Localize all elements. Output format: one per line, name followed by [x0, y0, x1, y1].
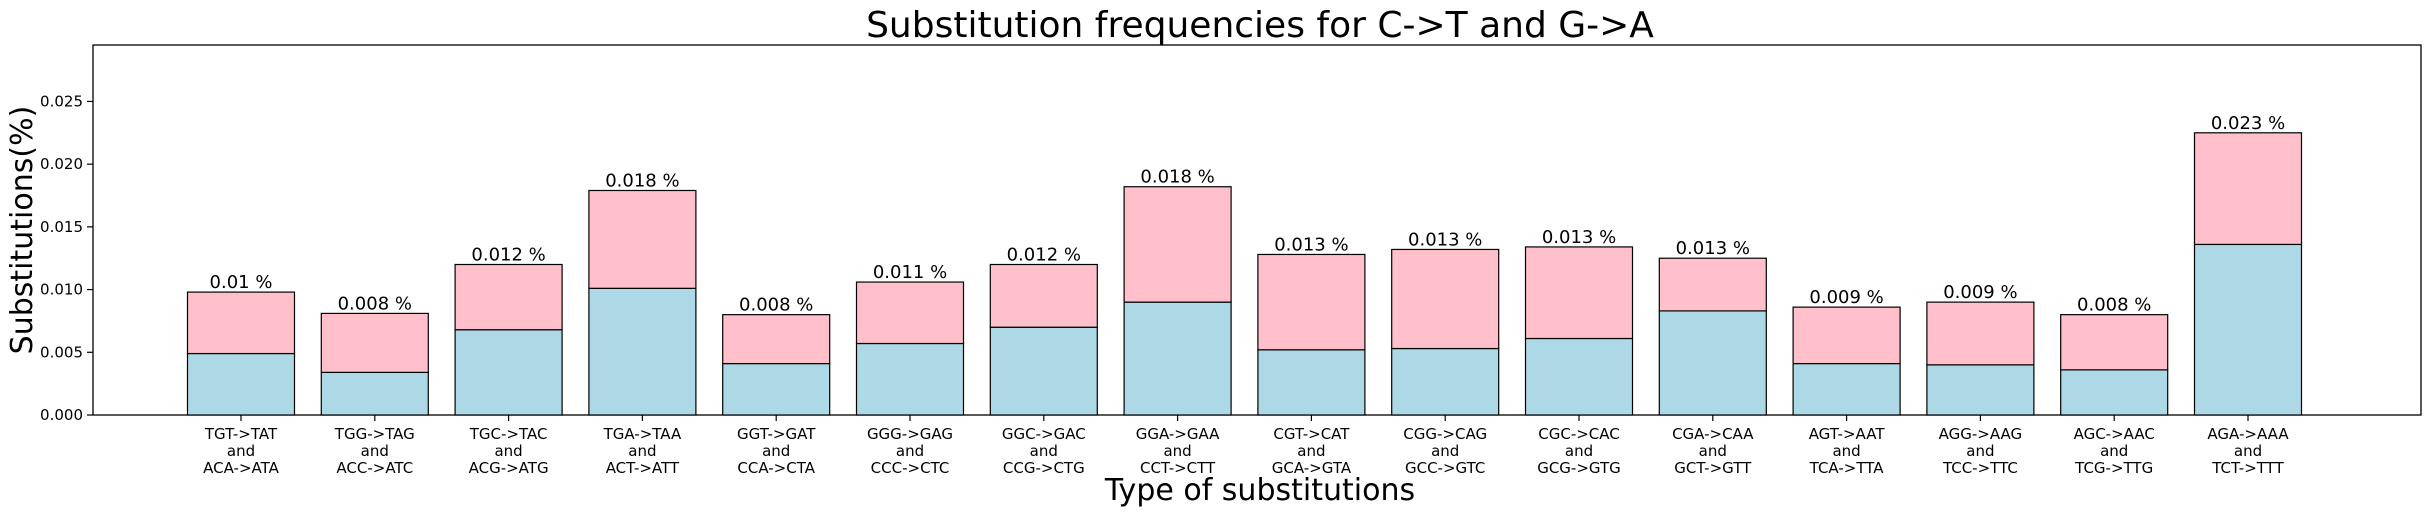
bar-top [588, 189, 697, 289]
bar-top [1391, 248, 1500, 350]
x-tick-label: CGA->CAA and GCT->GTT [1672, 425, 1754, 477]
bar-value-label: 0.008 % [739, 295, 813, 316]
bar-bottom [454, 329, 563, 416]
bar-bottom [1391, 347, 1500, 416]
bar-top [989, 263, 1098, 328]
x-tick-label: TGT->TAT and ACA->ATA [203, 425, 279, 477]
bar-value-label: 0.01 % [210, 272, 273, 293]
bar-top [1792, 306, 1901, 365]
x-tick-label: TGC->TAC and ACG->ATG [469, 425, 549, 477]
bar-bottom [1524, 337, 1634, 416]
y-axis-label: Substitutions(%) [5, 106, 40, 355]
bar-top [2193, 132, 2303, 246]
bar-top [1658, 257, 1767, 312]
bar-top [855, 281, 965, 345]
bar-top [2060, 314, 2169, 371]
bar-bottom [1257, 349, 1366, 416]
x-tick-label: AGA->AAA and TCT->TTT [2207, 425, 2289, 477]
bar-bottom [855, 342, 965, 416]
bar-top [722, 314, 831, 365]
bar-value-label: 0.012 % [1007, 244, 1081, 265]
y-tick-label: 0.015 [40, 218, 83, 236]
bar-value-label: 0.009 % [1809, 287, 1883, 308]
bar-top [320, 312, 429, 373]
y-tick-label: 0.000 [40, 406, 83, 424]
x-tick-label: GGA->GAA and CCT->CTT [1136, 425, 1220, 477]
x-tick-label: CGT->CAT and GCA->GTA [1272, 425, 1352, 477]
bar-bottom [186, 352, 296, 416]
x-tick-label: GGG->GAG and CCC->CTC [867, 425, 953, 477]
bar-labels-layer: 0.01 % 0.008 % 0.012 % 0.018 % 0.008 % 0.011 … [210, 113, 2286, 316]
bar-value-label: 0.009 % [1943, 282, 2017, 303]
bar-top [1257, 253, 1366, 351]
bar-bottom [1658, 310, 1767, 416]
bar-top [1524, 246, 1634, 340]
x-axis: TGT->TAT and ACA->ATA TGG->TAG and ACC->ATC TG… [203, 415, 2289, 477]
x-tick-label: TGA->TAA and ACT->ATT [603, 425, 682, 477]
bar-bottom [320, 371, 429, 416]
bar-bottom [2193, 243, 2303, 416]
x-tick-label: AGT->AAT and TCA->TTA [1809, 425, 1886, 477]
x-tick-label: CGC->CAC and GCG->GTG [1537, 425, 1621, 477]
bar-value-label: 0.013 % [1408, 229, 1482, 250]
x-tick-label: TGG->TAG and ACC->ATC [334, 425, 415, 477]
x-tick-label: GGT->GAT and CCA->CTA [737, 425, 816, 477]
bar-bottom [2060, 369, 2169, 416]
bar-value-label: 0.023 % [2211, 113, 2285, 134]
bar-bottom [989, 326, 1098, 416]
bar-bottom [588, 287, 697, 416]
bar-bottom [1123, 301, 1232, 416]
bar-value-label: 0.013 % [1676, 238, 1750, 259]
bar-bottom [722, 362, 831, 416]
bar-value-label: 0.018 % [605, 170, 679, 191]
bar-top [1123, 186, 1232, 303]
bar-top [454, 263, 563, 331]
bar-bottom [1926, 364, 2035, 416]
bar-value-label: 0.018 % [1140, 167, 1214, 188]
bar-top [186, 291, 296, 355]
bar-value-label: 0.008 % [2077, 295, 2151, 316]
y-tick-label: 0.025 [40, 92, 83, 110]
x-tick-label: AGC->AAC and TCG->TTG [2074, 425, 2155, 477]
y-tick-label: 0.010 [40, 281, 83, 299]
bar-value-label: 0.013 % [1274, 234, 1348, 255]
x-tick-label: CGG->CAG and GCC->GTC [1403, 425, 1487, 477]
y-tick-label: 0.020 [40, 155, 83, 173]
y-tick-label: 0.005 [40, 343, 83, 361]
bar-top [1926, 301, 2035, 366]
bar-value-label: 0.012 % [471, 244, 545, 265]
bar-value-label: 0.008 % [338, 293, 412, 314]
bars-layer [186, 132, 2303, 416]
chart-title: Substitution frequencies for C->T and G-… [866, 5, 1654, 46]
bar-value-label: 0.013 % [1542, 227, 1616, 248]
x-tick-label: AGG->AAG and TCC->TTC [1939, 425, 2023, 477]
x-axis-label: Type of substitutions [1104, 473, 1415, 508]
bar-bottom [1792, 362, 1901, 416]
y-axis: 0.000 0.005 0.010 0.015 0.020 0.025 [40, 92, 93, 424]
bar-value-label: 0.011 % [873, 262, 947, 283]
x-tick-label: GGC->GAC and CCG->CTG [1002, 425, 1086, 477]
